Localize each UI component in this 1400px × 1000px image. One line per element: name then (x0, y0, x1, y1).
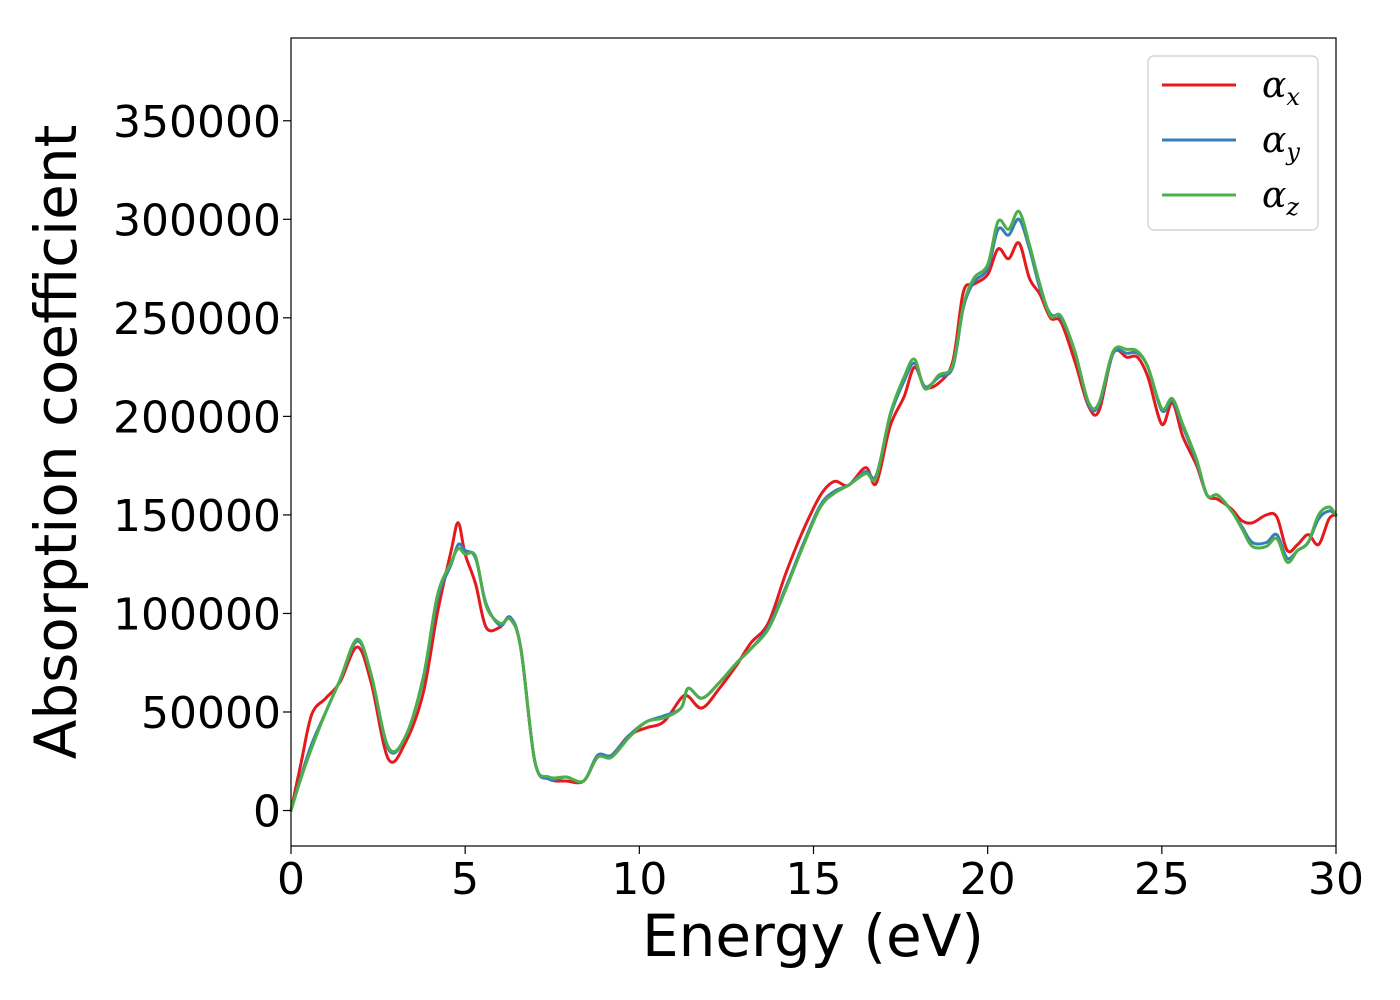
legend-label-alpha-z: αz (1262, 175, 1299, 221)
y-tick-label: 250000 (113, 294, 281, 345)
legend: αx αy αz (1147, 55, 1319, 231)
y-tick-label: 100000 (113, 589, 281, 640)
series-layer (289, 209, 1338, 812)
x-tick-label: 0 (277, 854, 305, 905)
x-axis-label: Energy (eV) (642, 902, 984, 970)
legend-label-alpha-y: αy (1262, 120, 1300, 166)
y-axis-ticks: 0 50000 100000 150000 200000 250000 300000 3500… (113, 97, 291, 838)
x-tick-label: 10 (611, 854, 667, 905)
legend-box (1147, 55, 1319, 231)
series-line-alpha-x (289, 241, 1338, 812)
y-tick-label: 350000 (113, 97, 281, 148)
y-tick-label: 0 (253, 787, 281, 838)
x-tick-label: 25 (1134, 854, 1190, 905)
y-tick-label: 150000 (113, 491, 281, 542)
y-tick-label: 50000 (141, 688, 281, 739)
y-axis-label: Absorption coefficient (22, 125, 90, 760)
legend-label-alpha-x: αx (1262, 65, 1300, 111)
y-tick-label: 300000 (113, 195, 281, 246)
x-tick-label: 30 (1308, 854, 1364, 905)
x-tick-label: 15 (786, 854, 842, 905)
series-line-alpha-z (289, 209, 1338, 812)
x-tick-label: 20 (960, 854, 1016, 905)
y-tick-label: 200000 (113, 392, 281, 443)
x-axis-ticks: 0 5 10 15 20 25 30 (277, 846, 1364, 905)
x-tick-label: 5 (451, 854, 479, 905)
